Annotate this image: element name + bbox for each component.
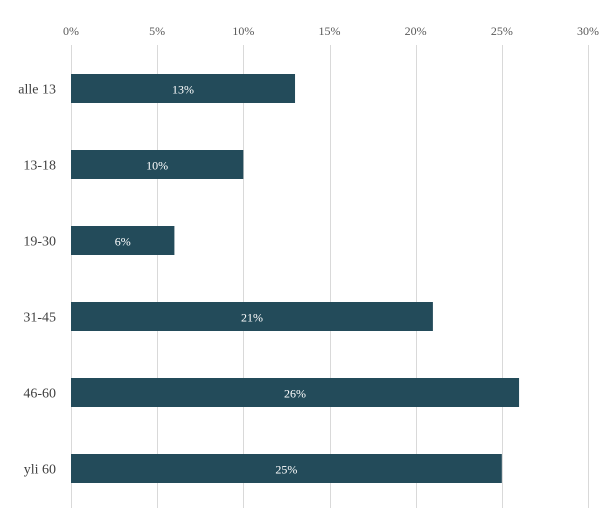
data-label: 13% bbox=[172, 83, 194, 97]
x-tick-label: 25% bbox=[491, 24, 513, 38]
x-tick-label: 5% bbox=[149, 24, 165, 38]
bar bbox=[71, 226, 175, 255]
x-tick-label: 30% bbox=[577, 24, 599, 38]
bar bbox=[71, 302, 433, 331]
data-label: 26% bbox=[284, 387, 306, 401]
bar bbox=[71, 378, 520, 407]
bar bbox=[71, 150, 244, 179]
category-label: 19-30 bbox=[23, 235, 56, 250]
data-label: 10% bbox=[146, 159, 168, 173]
category-label: 31-45 bbox=[23, 311, 56, 326]
category-label: alle 13 bbox=[18, 83, 56, 98]
bar bbox=[71, 74, 296, 103]
data-label: 6% bbox=[115, 235, 131, 249]
x-tick-label: 15% bbox=[319, 24, 341, 38]
data-label: 21% bbox=[241, 311, 263, 325]
data-label: 25% bbox=[275, 463, 297, 477]
gridlines bbox=[71, 45, 589, 508]
category-label: 13-18 bbox=[23, 159, 56, 174]
category-labels: alle 13 13-18 19-30 31-45 46-60 yli 60 bbox=[18, 83, 56, 478]
bars bbox=[71, 74, 520, 483]
category-label: 46-60 bbox=[23, 387, 56, 402]
bar bbox=[71, 454, 502, 483]
data-labels: 13% 10% 6% 21% 26% 25% bbox=[115, 83, 306, 477]
category-label: yli 60 bbox=[24, 463, 56, 478]
x-tick-label: 10% bbox=[232, 24, 254, 38]
x-tick-label: 20% bbox=[405, 24, 427, 38]
x-tick-label: 0% bbox=[63, 24, 79, 38]
x-axis-ticks: 0% 5% 10% 15% 20% 25% 30% bbox=[63, 24, 599, 38]
